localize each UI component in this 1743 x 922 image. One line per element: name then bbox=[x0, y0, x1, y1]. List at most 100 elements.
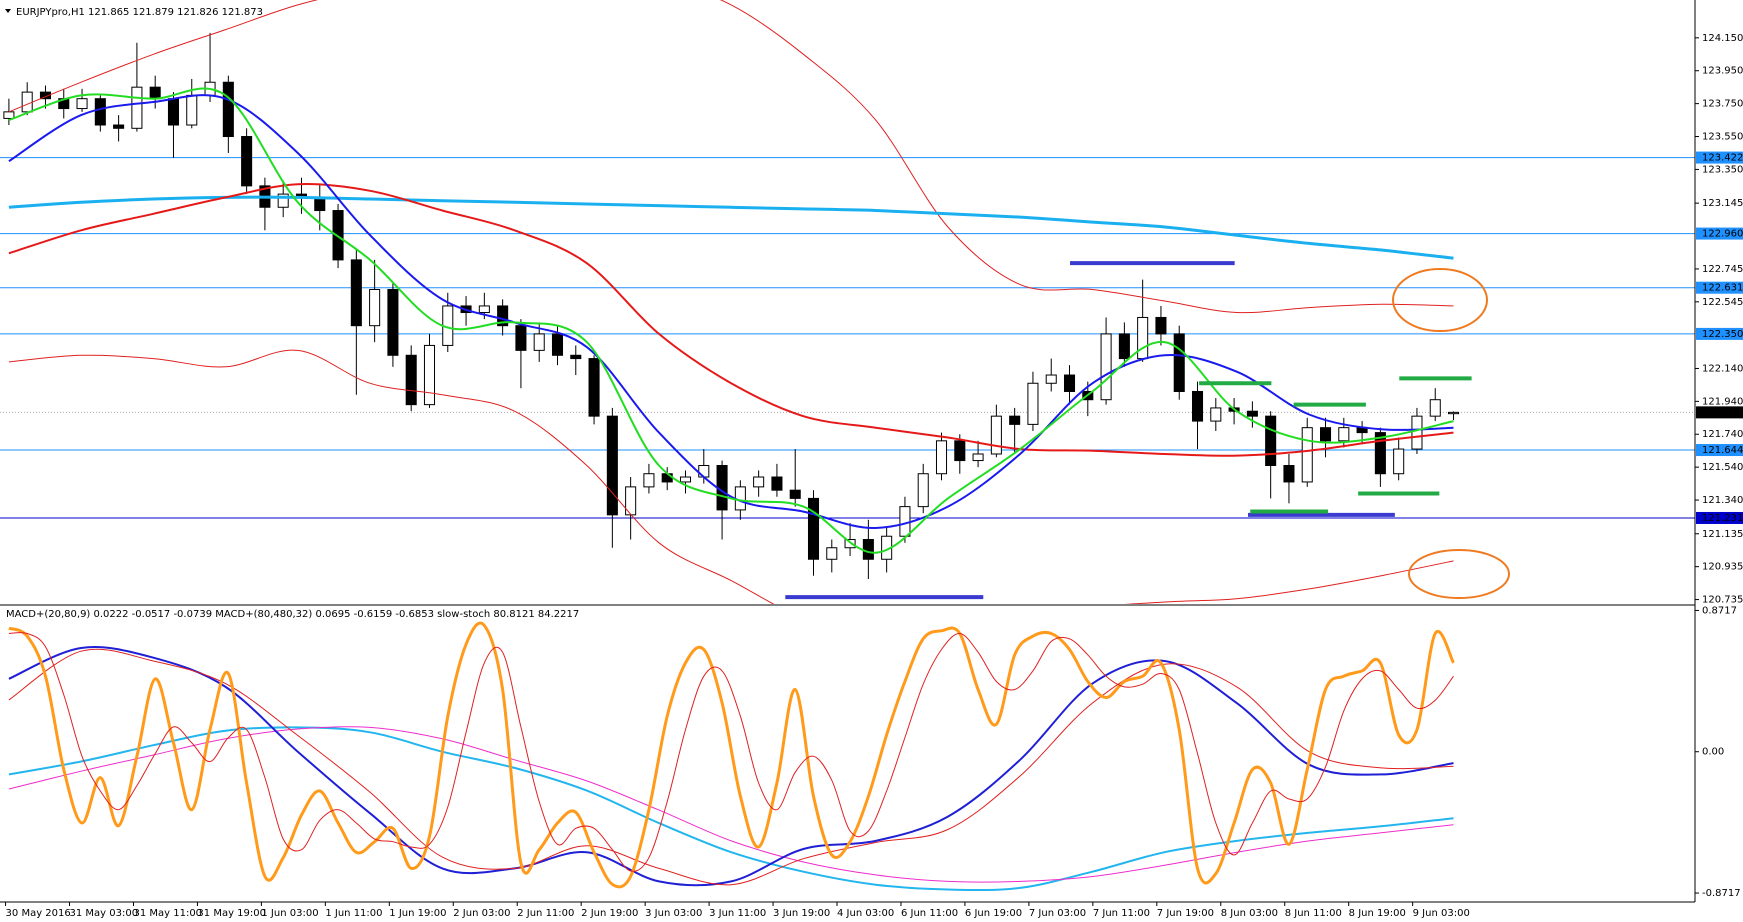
candle-body bbox=[826, 547, 838, 560]
highlight-ellipse bbox=[1392, 268, 1488, 332]
candle-body bbox=[186, 94, 198, 126]
candle-body bbox=[241, 136, 253, 187]
x-tick-label: 31 May 11:00 bbox=[133, 908, 202, 919]
indicator-line bbox=[8, 182, 1454, 457]
candle-body bbox=[1045, 374, 1057, 384]
y-tick-label: 124.150 bbox=[1702, 33, 1743, 44]
candle-body bbox=[1063, 374, 1076, 392]
y-tick-label: 0.8717 bbox=[1702, 605, 1737, 616]
indicator-line bbox=[8, 632, 1454, 872]
candle-body bbox=[350, 259, 362, 327]
candle-body bbox=[698, 465, 710, 478]
y-tick-label: 123.550 bbox=[1702, 132, 1743, 143]
candle-body bbox=[369, 288, 381, 327]
y-tick-label: 120.935 bbox=[1702, 562, 1743, 573]
x-tick-label: 6 Jun 11:00 bbox=[901, 908, 958, 919]
level-label-box bbox=[1696, 281, 1743, 294]
x-tick-label: 7 Jun 11:00 bbox=[1093, 908, 1150, 919]
x-tick-label: 7 Jun 19:00 bbox=[1157, 908, 1214, 919]
candle-body bbox=[588, 358, 600, 417]
candle-body bbox=[131, 86, 143, 129]
x-tick-label: 2 Jun 11:00 bbox=[517, 908, 574, 919]
x-tick-label: 8 Jun 11:00 bbox=[1285, 908, 1342, 919]
candle-body bbox=[167, 98, 180, 126]
candle-body bbox=[76, 98, 88, 110]
y-tick-label: 121.740 bbox=[1702, 429, 1743, 440]
candle-body bbox=[753, 476, 765, 488]
candle-body bbox=[1137, 316, 1149, 360]
candle-body bbox=[1155, 316, 1167, 335]
candle-body bbox=[497, 305, 509, 327]
indicator-line bbox=[8, 621, 1455, 889]
x-tick-label: 6 Jun 19:00 bbox=[965, 908, 1022, 919]
y-tick-label: 123.350 bbox=[1702, 164, 1743, 175]
candle-body bbox=[1301, 427, 1313, 483]
candle-body bbox=[1411, 415, 1423, 450]
indicator-title: MACD+(20,80,9) 0.0222 -0.0517 -0.0739 MA… bbox=[6, 609, 579, 620]
candle-body bbox=[515, 325, 527, 351]
candle-body bbox=[1265, 415, 1277, 467]
current-price-label: 121.873 bbox=[1702, 407, 1743, 418]
candle-body bbox=[954, 440, 966, 462]
level-label-box bbox=[1696, 327, 1743, 340]
indicator-line bbox=[8, 726, 1454, 883]
level-label: 122.631 bbox=[1702, 283, 1743, 294]
indicator-line bbox=[8, 646, 1454, 887]
candle-body bbox=[423, 344, 436, 406]
candle-body bbox=[21, 91, 33, 113]
x-tick-label: 31 May 19:00 bbox=[197, 908, 266, 919]
candle-body bbox=[222, 81, 234, 138]
candle-body bbox=[1429, 399, 1441, 417]
y-tick-label: -0.8717 bbox=[1702, 888, 1741, 899]
indicator-line bbox=[8, 195, 1454, 260]
y-tick-label: 0.00 bbox=[1702, 747, 1724, 758]
candle-body bbox=[3, 111, 15, 119]
y-tick-label: 121.940 bbox=[1702, 396, 1743, 407]
candle-body bbox=[734, 486, 746, 511]
candle-body bbox=[570, 354, 582, 360]
candle-body bbox=[1210, 407, 1222, 422]
indicator-line bbox=[8, 349, 1454, 604]
level-label: 123.422 bbox=[1702, 153, 1743, 164]
candle-body bbox=[862, 539, 874, 560]
level-label: 121.231 bbox=[1702, 513, 1743, 524]
candle-body bbox=[807, 497, 820, 560]
y-tick-label: 123.950 bbox=[1702, 66, 1743, 77]
candle-body bbox=[606, 415, 618, 516]
level-label: 121.644 bbox=[1702, 445, 1743, 456]
x-tick-label: 3 Jun 03:00 bbox=[645, 908, 702, 919]
price-pane bbox=[0, 0, 1695, 604]
y-tick-label: 122.140 bbox=[1702, 363, 1743, 374]
y-tick-label: 122.745 bbox=[1702, 264, 1743, 275]
y-tick-label: 123.145 bbox=[1702, 198, 1743, 209]
x-tick-label: 1 Jun 19:00 bbox=[389, 908, 446, 919]
candle-body bbox=[533, 333, 545, 351]
indicator-line bbox=[8, 94, 1454, 530]
level-label: 122.350 bbox=[1702, 329, 1743, 340]
y-tick-label: 120.735 bbox=[1702, 595, 1743, 606]
candle-body bbox=[935, 440, 948, 475]
candle-body bbox=[771, 476, 783, 491]
x-tick-label: 2 Jun 03:00 bbox=[453, 908, 510, 919]
candle-body bbox=[277, 193, 289, 208]
y-tick-label: 123.750 bbox=[1702, 99, 1743, 110]
candle-body bbox=[789, 489, 801, 499]
candle-body bbox=[990, 415, 1002, 455]
x-tick-label: 8 Jun 19:00 bbox=[1349, 908, 1406, 919]
indicator-line bbox=[8, 0, 1454, 314]
current-price-box bbox=[1696, 406, 1743, 419]
x-tick-label: 9 Jun 03:00 bbox=[1413, 908, 1470, 919]
candle-body bbox=[1009, 415, 1021, 425]
candle-body bbox=[113, 124, 125, 129]
menu-triangle bbox=[5, 9, 11, 13]
candle-body bbox=[1191, 390, 1204, 422]
candle-body bbox=[39, 91, 52, 100]
candle-body bbox=[1393, 448, 1405, 475]
candle-body bbox=[387, 288, 399, 356]
x-tick-label: 2 Jun 19:00 bbox=[581, 908, 638, 919]
level-label: 122.960 bbox=[1702, 229, 1743, 240]
x-tick-label: 3 Jun 11:00 bbox=[709, 908, 766, 919]
y-tick-label: 121.340 bbox=[1702, 495, 1743, 506]
y-tick-label: 121.540 bbox=[1702, 462, 1743, 473]
